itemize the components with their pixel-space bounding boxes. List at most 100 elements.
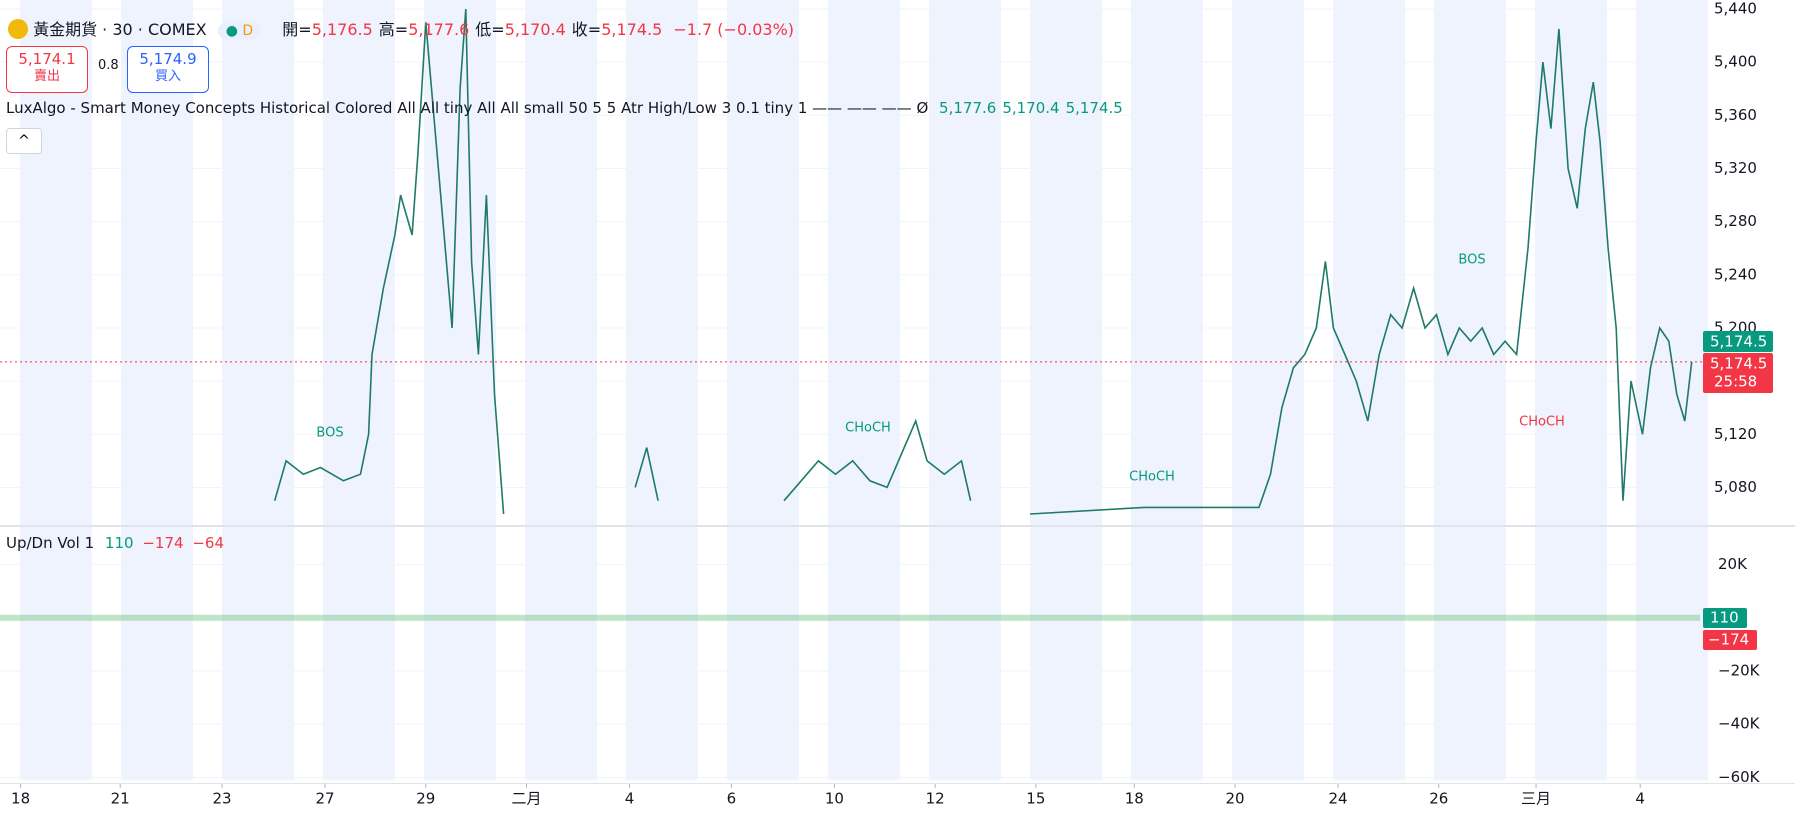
x-tick-label: 26 bbox=[1429, 790, 1448, 808]
session-shade bbox=[1030, 0, 1102, 780]
ohlc-values: 開=5,176.5 高=5,177.6 低=5,170.4 收=5,174.5 bbox=[276, 20, 662, 39]
session-shade bbox=[828, 0, 900, 780]
session-shade bbox=[1131, 0, 1203, 780]
x-tick-label: 18 bbox=[11, 790, 30, 808]
x-tick-label: 21 bbox=[111, 790, 130, 808]
y-tick-label: 5,120 bbox=[1714, 425, 1757, 443]
y-tick-label: 5,240 bbox=[1714, 265, 1757, 283]
symbol[interactable]: 黃金期貨 · 30 · COMEX bbox=[33, 20, 207, 39]
volume-down-tag-label: −174 bbox=[1708, 631, 1749, 649]
symbol-icon bbox=[8, 19, 28, 39]
session-shade bbox=[424, 0, 496, 780]
axis-separator bbox=[0, 783, 1795, 784]
sell-label: 賣出 bbox=[33, 69, 60, 84]
sell-button[interactable]: 5,174.1 賣出 bbox=[6, 46, 88, 93]
indicator-values: 5,177.6 5,170.4 5,174.5 bbox=[933, 99, 1123, 117]
y2-tick-label: −40K bbox=[1718, 715, 1761, 733]
y2-tick-label: 20K bbox=[1718, 555, 1748, 573]
volume-delta: −64 bbox=[192, 534, 224, 552]
collapse-button[interactable]: ^ bbox=[6, 128, 42, 154]
ohlc-label: 收= bbox=[571, 20, 602, 39]
price-line bbox=[273, 8, 1693, 515]
session-shade bbox=[1535, 0, 1607, 780]
last-price-tag bbox=[1703, 331, 1773, 352]
x-tick-label: 三月 bbox=[1521, 790, 1551, 808]
volume-up-tag bbox=[1703, 608, 1747, 628]
session-shade bbox=[20, 0, 92, 780]
volume-down-tag bbox=[1703, 630, 1757, 650]
session-shade bbox=[727, 0, 799, 780]
indicator-value: 5,174.5 bbox=[1065, 99, 1123, 117]
session-shade bbox=[525, 0, 597, 780]
y-tick-label: 5,080 bbox=[1714, 478, 1757, 496]
ohlc-value: 5,177.6 bbox=[408, 20, 470, 39]
x-tick-label: 20 bbox=[1225, 790, 1244, 808]
indicator-name[interactable]: LuxAlgo - Smart Money Concepts Historica… bbox=[6, 99, 929, 117]
session-shade bbox=[929, 0, 1001, 780]
status-pill: ● D bbox=[217, 23, 262, 39]
x-tick-label: 6 bbox=[727, 790, 737, 808]
x-tick-label: 15 bbox=[1026, 790, 1045, 808]
ohlc-value: 5,174.5 bbox=[601, 20, 663, 39]
x-tick-label: 4 bbox=[1635, 790, 1645, 808]
smc-annotation: CHoCH bbox=[1129, 470, 1175, 485]
close-price-label: 5,174.5 bbox=[1710, 355, 1767, 373]
price-change: −1.7 (−0.03%) bbox=[673, 20, 795, 39]
smc-annotation: CHoCH bbox=[845, 421, 891, 436]
session-shade bbox=[1636, 0, 1708, 780]
volume-legend: Up/Dn Vol 1 110 −174 −64 bbox=[6, 534, 224, 552]
sell-price: 5,174.1 bbox=[18, 50, 76, 68]
x-tick-label: 18 bbox=[1125, 790, 1144, 808]
ohlc-label: 低= bbox=[475, 20, 505, 39]
x-tick-label: 4 bbox=[625, 790, 635, 808]
volume-up: 110 bbox=[104, 534, 134, 552]
volume-band bbox=[0, 614, 1700, 621]
smc-annotation: CHoCH bbox=[1519, 415, 1565, 430]
y-tick-label: 5,360 bbox=[1714, 106, 1757, 124]
session-shade bbox=[1333, 0, 1405, 780]
volume-up-tag-label: 110 bbox=[1710, 609, 1739, 627]
session-shade bbox=[1434, 0, 1506, 780]
buy-price: 5,174.9 bbox=[139, 50, 197, 68]
countdown-label: 25:58 bbox=[1714, 373, 1757, 391]
smc-annotation: BOS bbox=[316, 426, 343, 441]
y-tick-label: 5,400 bbox=[1714, 53, 1757, 71]
buy-label: 買入 bbox=[154, 69, 181, 84]
y2-tick-label: −60K bbox=[1718, 768, 1761, 786]
session-shade bbox=[121, 0, 193, 780]
indicator-value: 5,177.6 bbox=[939, 99, 997, 117]
ohlc-label: 開= bbox=[282, 20, 312, 39]
y2-tick-label: −20K bbox=[1718, 661, 1761, 679]
x-tick-label: 二月 bbox=[512, 790, 542, 808]
session-shade bbox=[222, 0, 294, 780]
symbol-row: 黃金期貨 · 30 · COMEX ● D 開=5,176.5 高=5,177.6… bbox=[8, 16, 794, 40]
ohlc-value: 5,176.5 bbox=[311, 20, 373, 39]
indicator-value: 5,170.4 bbox=[1002, 99, 1060, 117]
volume-down: −174 bbox=[142, 534, 184, 552]
x-tick-label: 24 bbox=[1328, 790, 1347, 808]
ohlc-value: 5,170.4 bbox=[504, 20, 566, 39]
buy-button[interactable]: 5,174.9 買入 bbox=[127, 46, 209, 93]
ohlc-label: 高= bbox=[378, 20, 409, 39]
session-shade bbox=[1232, 0, 1304, 780]
close-price-tag bbox=[1703, 353, 1773, 393]
pane-separator bbox=[0, 525, 1795, 527]
last-price-label: 5,174.5 bbox=[1710, 333, 1767, 351]
x-tick-label: 10 bbox=[825, 790, 844, 808]
interval-badge: D bbox=[242, 23, 254, 39]
x-tick-label: 23 bbox=[213, 790, 232, 808]
smc-annotation: BOS bbox=[1458, 253, 1485, 268]
volume-title[interactable]: Up/Dn Vol 1 bbox=[6, 534, 95, 552]
spread: 0.8 bbox=[98, 58, 119, 73]
session-shade bbox=[626, 0, 698, 780]
session-shade bbox=[323, 0, 395, 780]
x-tick-label: 12 bbox=[926, 790, 945, 808]
y-tick-label: 5,440 bbox=[1714, 0, 1757, 17]
y-tick-label: 5,320 bbox=[1714, 159, 1757, 177]
indicator-row: LuxAlgo - Smart Money Concepts Historica… bbox=[6, 99, 1123, 117]
y-tick-label: 5,280 bbox=[1714, 212, 1757, 230]
x-tick-label: 27 bbox=[316, 790, 335, 808]
x-tick-label: 29 bbox=[416, 790, 435, 808]
